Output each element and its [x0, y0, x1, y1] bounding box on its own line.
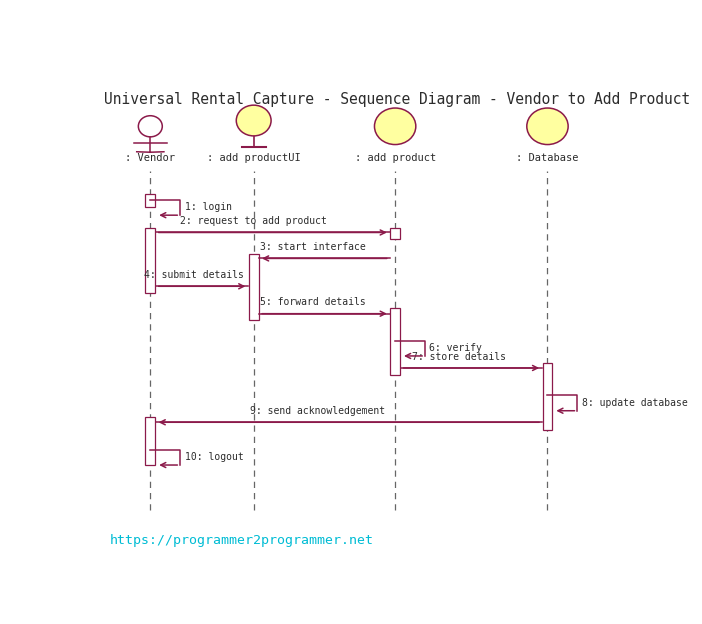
Text: : Database: : Database [516, 154, 578, 163]
Text: https://programmer2programmer.net: https://programmer2programmer.net [110, 534, 373, 547]
Text: 10: logout: 10: logout [185, 452, 244, 462]
Bar [249, 253, 258, 320]
Text: 6: verify: 6: verify [430, 343, 482, 353]
Text: 4: submit details: 4: submit details [144, 270, 244, 280]
Text: 7: store details: 7: store details [412, 352, 506, 362]
Bar [543, 363, 552, 431]
Bar [390, 228, 400, 239]
Text: 9: send acknowledgement: 9: send acknowledgement [249, 406, 385, 416]
Text: 8: update database: 8: update database [582, 398, 687, 408]
Circle shape [237, 105, 271, 136]
Bar [390, 308, 400, 375]
Circle shape [526, 108, 568, 145]
Text: : Vendor: : Vendor [126, 154, 176, 163]
Bar [145, 194, 155, 208]
Circle shape [374, 108, 416, 145]
Text: 2: request to add product: 2: request to add product [180, 217, 326, 227]
Text: : add product: : add product [355, 154, 436, 163]
Bar [145, 417, 155, 465]
Bar [145, 228, 155, 293]
Text: : add productUI: : add productUI [207, 154, 300, 163]
Text: 3: start interface: 3: start interface [260, 242, 366, 252]
Text: 1: login: 1: login [185, 203, 232, 213]
Text: 5: forward details: 5: forward details [260, 298, 366, 308]
Text: Universal Rental Capture - Sequence Diagram - Vendor to Add Product: Universal Rental Capture - Sequence Diag… [104, 92, 690, 107]
